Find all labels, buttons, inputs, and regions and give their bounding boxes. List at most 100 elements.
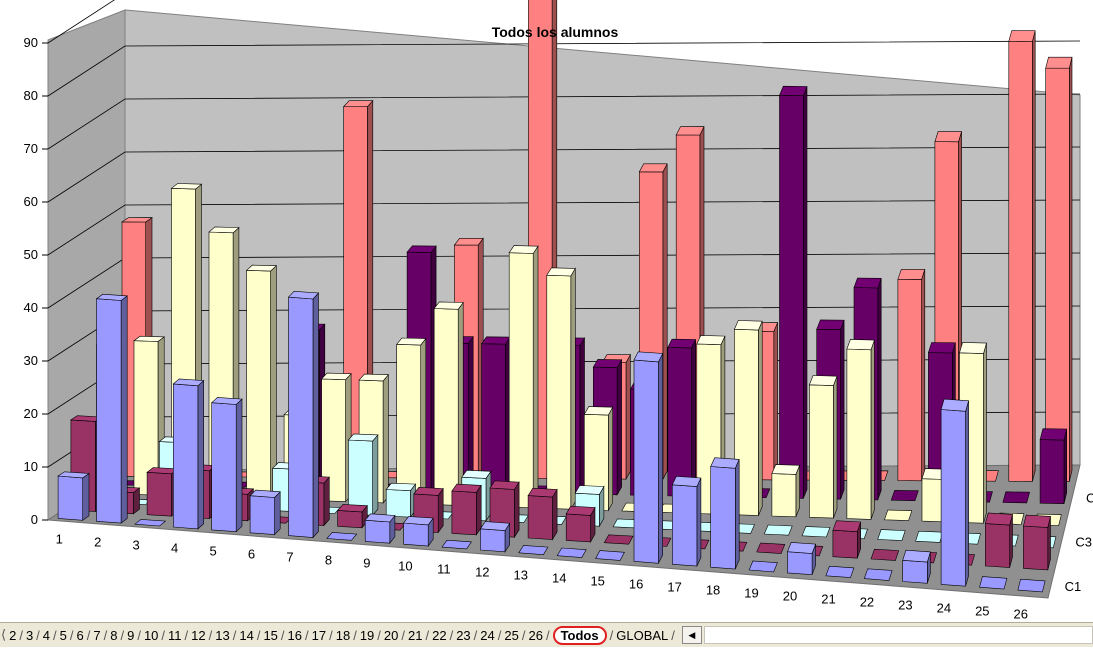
sheet-tab-13[interactable]: 13 [215,627,230,643]
chart-title: Todos los alumnos [492,24,619,40]
gridline [47,199,1081,256]
x-tick-label: 20 [783,589,797,604]
bar-c3-22 [877,529,906,541]
y-tick-label: 30 [24,353,38,368]
bar-c1-23 [902,549,931,584]
bar-c4-18 [733,320,763,516]
tab-separator: / [449,627,454,643]
x-tick-label: 14 [552,571,566,586]
triangle-left-icon: ◀ [688,629,696,640]
sheet-tab-6[interactable]: 6 [76,627,84,643]
tab-separator: / [120,627,125,643]
y-tick-label: 90 [24,35,38,50]
x-tick-label: 3 [133,538,140,553]
sheet-tab-25[interactable]: 25 [504,627,519,643]
sheet-tab-18[interactable]: 18 [335,627,351,643]
sheet-tab-19[interactable]: 19 [359,627,375,643]
tab-separator: ⟨ [1,627,7,642]
bar-c5-11 [481,336,511,494]
bar-c1-14 [556,547,587,558]
sheet-tab-4[interactable]: 4 [42,627,51,643]
depth-tick-label: C3 [1075,535,1092,550]
tab-separator: / [671,627,675,643]
horizontal-scrollbar[interactable] [703,626,1093,644]
x-tick-label: 18 [706,583,720,598]
sheet-tab-22[interactable]: 22 [432,627,447,643]
bar-c1-4 [172,378,205,530]
bar-c2-19 [756,542,786,554]
sheet-tab-7[interactable]: 7 [93,627,101,643]
sheet-tab-23[interactable]: 23 [456,627,471,643]
x-tick-label: 7 [286,550,293,565]
tab-scroll-left-button[interactable]: ◀ [681,626,702,644]
sheet-tab-8[interactable]: 8 [110,627,118,643]
sheet-tab-11[interactable]: 11 [168,627,182,643]
tab-separator: / [232,627,237,643]
gridline [47,146,1081,203]
y-tick-label: 60 [24,194,38,209]
bar-c1-10 [403,516,434,548]
sheet-tab-2[interactable]: 2 [9,627,17,643]
tab-separator: / [161,627,166,643]
sheet-tabs: ⟨ 2/3/4/5/6/7/8/9/10/11/12/13/14/15/16/17… [0,623,676,647]
tab-separator: / [36,627,40,643]
x-tick-label: 4 [171,541,178,556]
tab-separator: / [19,627,23,643]
bar-c1-19 [748,560,778,573]
sheet-tab-14[interactable]: 14 [239,627,254,643]
gridline [47,93,1081,150]
tab-separator: / [137,627,141,643]
bar-c4-20 [808,375,838,519]
y-tick-label: 0 [31,512,38,527]
x-axis-ticks: 1 2 3 4 5 6 7 8 9 10 11 12 13 14 15 16 17 18 19 20 21 22 23 24 2… [56,532,1028,621]
bar-c1-16 [633,351,664,564]
x-tick-label: 26 [1014,607,1028,621]
bar-c1-13 [518,545,549,556]
bar-c2-21 [832,520,862,559]
sheet-tab-3[interactable]: 3 [25,627,34,643]
x-tick-label: 23 [898,598,912,613]
x-tick-label: 2 [94,535,101,550]
y-tick-label: 50 [24,247,38,262]
bar-c1-26 [1017,578,1046,593]
bar-c2-25 [984,512,1013,568]
sheet-tab-todos[interactable]: Todos [552,625,607,645]
sheet-tab-24[interactable]: 24 [480,627,495,643]
bar-c2-13 [527,487,558,541]
bar-c4-13 [546,267,576,511]
tab-separator: / [353,627,357,643]
tab-separator: / [53,627,57,643]
sheet-tab-10[interactable]: 10 [143,627,159,643]
sheet-tab-bar: ⟨ 2/3/4/5/6/7/8/9/10/11/12/13/14/15/16/17… [0,622,1093,647]
tab-separator: / [609,627,614,643]
x-tick-label: 24 [937,601,951,616]
y-tick-label: 10 [24,459,38,474]
sheet-tab-20[interactable]: 20 [383,627,399,643]
y-tick-label: 40 [24,300,38,315]
bar-c4-9 [396,337,427,505]
tab-separator: / [545,627,550,643]
sheet-tab-16[interactable]: 16 [287,627,303,643]
y-tick-label: 20 [24,406,38,421]
bar-c5-25 [1002,491,1030,504]
bar-c1-3 [134,519,167,527]
bar-c2-3 [146,467,179,517]
bar-c2-26 [1023,514,1051,571]
tab-separator: / [401,627,406,643]
sheet-tab-15[interactable]: 15 [263,627,278,643]
sheet-tab-global[interactable]: GLOBAL [616,627,669,643]
sheet-tab-9[interactable]: 9 [127,627,135,643]
bar-c6-25 [1008,30,1036,482]
sheet-tab-26[interactable]: 26 [528,627,543,643]
bar-c5-26 [1039,428,1068,505]
bar-c3-8 [347,433,379,517]
x-tick-label: 8 [325,553,332,568]
sheet-tab-12[interactable]: 12 [191,627,206,643]
bar-c1-7 [287,290,320,539]
sheet-tab-17[interactable]: 17 [311,627,327,643]
x-tick-label: 9 [363,556,370,571]
sheet-tab-5[interactable]: 5 [59,627,67,643]
sheet-tab-21[interactable]: 21 [408,627,423,643]
bar-c4-12 [508,245,539,509]
tab-separator: / [280,627,285,643]
